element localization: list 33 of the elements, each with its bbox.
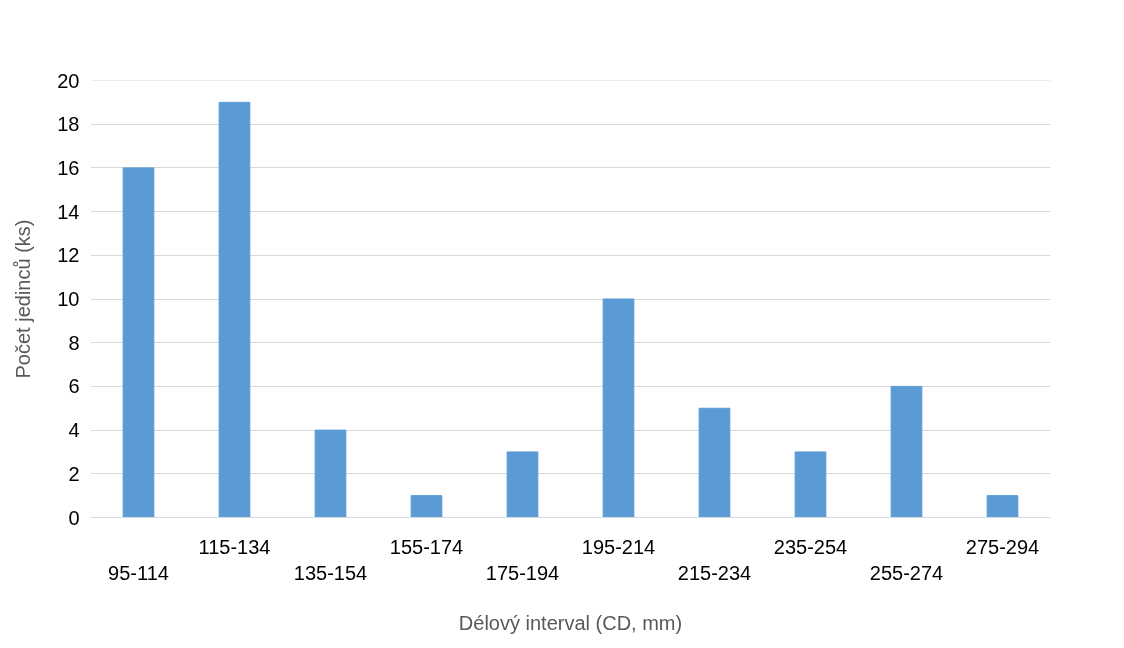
x-tick-label: 215-234	[677, 561, 752, 584]
bar	[602, 298, 635, 518]
x-tick-label: 135-154	[293, 561, 368, 584]
x-tick-label: 235-254	[773, 535, 848, 558]
bar	[506, 451, 539, 518]
bar	[890, 385, 923, 518]
y-tick-label: 12	[57, 244, 80, 267]
bar	[794, 451, 827, 518]
bar	[698, 407, 731, 518]
y-tick-label: 4	[68, 419, 80, 442]
x-tick-label: 95-114	[108, 561, 169, 584]
bar	[122, 167, 155, 518]
bar	[218, 101, 251, 518]
bar	[986, 495, 1019, 518]
x-tick-label: 115-134	[198, 535, 271, 558]
y-tick-label: 10	[57, 288, 80, 310]
x-axis-title: Délový interval (CD, mm)	[458, 611, 683, 634]
y-axis-title: Počet jedinců (ks)	[12, 219, 35, 379]
y-tick-label: 8	[68, 331, 80, 354]
y-tick-label: 14	[57, 200, 80, 223]
y-tick-label: 2	[68, 462, 80, 485]
bar	[410, 495, 443, 518]
y-tick-label: 6	[68, 375, 80, 398]
y-tick-label: 0	[68, 506, 80, 529]
x-tick-label: 275-294	[965, 535, 1040, 558]
y-tick-label: 18	[57, 113, 80, 136]
x-tick-label: 195-214	[581, 535, 656, 558]
y-tick-label: 20	[57, 69, 80, 92]
x-tick-label: 255-274	[869, 561, 944, 584]
x-tick-label: 155-174	[389, 535, 464, 558]
bar	[314, 429, 347, 518]
y-tick-label: 16	[57, 156, 80, 179]
x-tick-label: 175-194	[485, 561, 560, 584]
